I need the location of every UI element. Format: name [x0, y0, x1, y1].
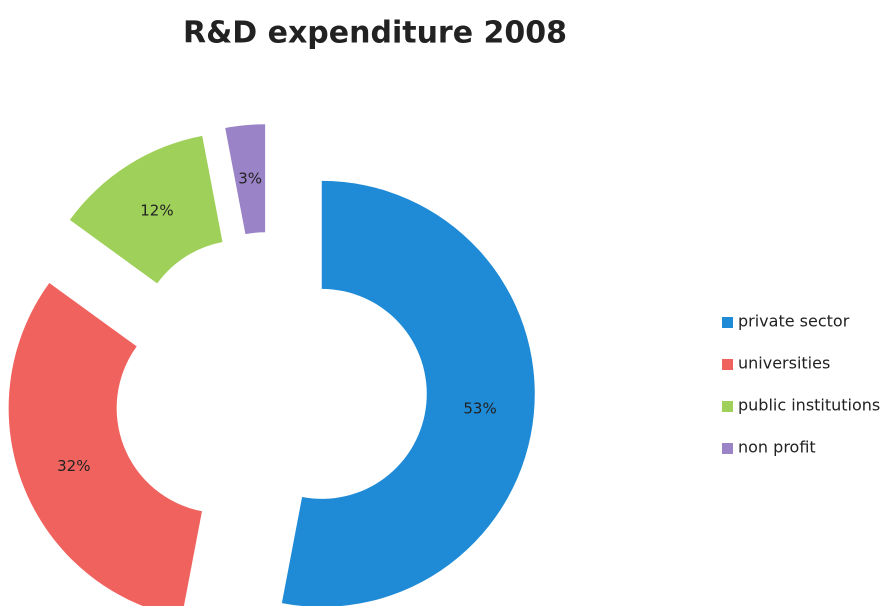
data-label: 32% — [57, 457, 90, 475]
legend-swatch — [722, 401, 733, 412]
legend-label: private sector — [738, 312, 850, 331]
legend-swatch — [722, 317, 733, 328]
donut-slice — [8, 282, 202, 606]
legend-label: public institutions — [738, 396, 880, 415]
legend-label: non profit — [738, 438, 816, 457]
donut-slice — [281, 180, 535, 606]
legend-swatch — [722, 443, 733, 454]
chart-title: R&D expenditure 2008 — [183, 16, 567, 51]
data-label: 3% — [238, 169, 262, 187]
donut-slice — [225, 124, 266, 235]
data-label: 53% — [463, 399, 496, 417]
data-label: 12% — [140, 201, 173, 219]
donut-slice — [69, 135, 223, 284]
legend-label: universities — [738, 354, 830, 373]
legend-swatch — [722, 359, 733, 370]
